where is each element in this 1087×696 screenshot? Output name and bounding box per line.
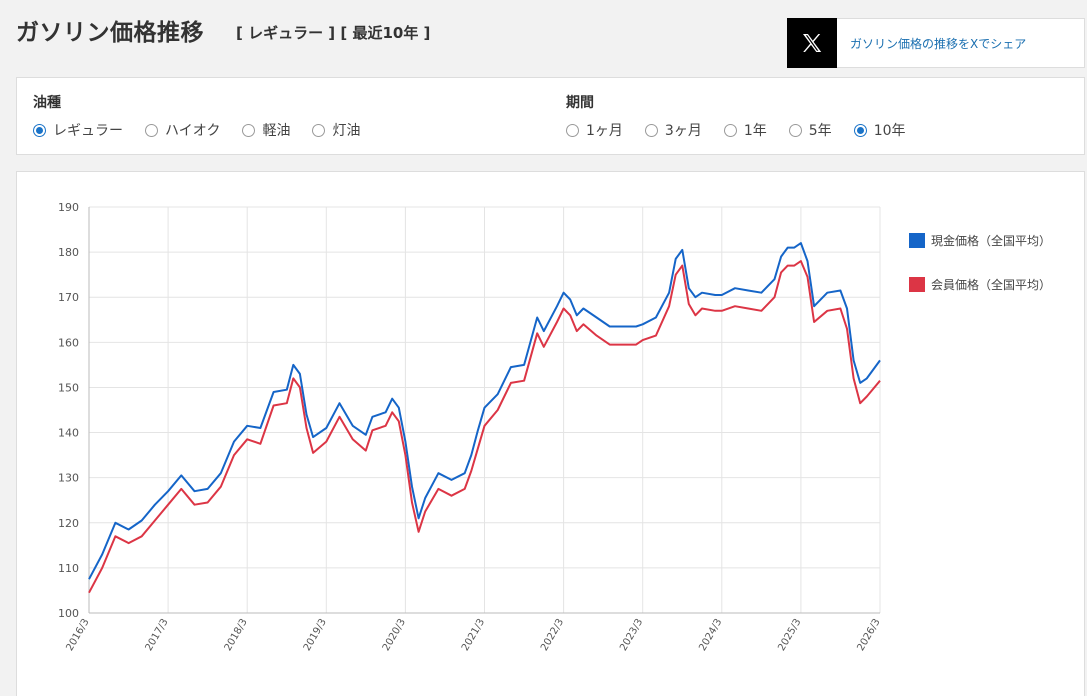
price-chart: 100 110 120 130 140 150 160 170 180 190 2016/3 2017… <box>58 201 883 653</box>
series-line-member <box>88 260 881 594</box>
y-tick-label: 150 <box>58 381 79 394</box>
fuel-type-option[interactable]: 軽油 <box>242 120 290 140</box>
page-title: ガソリン価格推移 <box>16 20 204 46</box>
legend-item[interactable]: 現金価格（全国平均） <box>909 232 1051 249</box>
fuel-type-option-label: レギュラー <box>53 123 123 139</box>
fuel-type-option[interactable]: 灯油 <box>312 120 360 140</box>
period-option-label: 5年 <box>808 123 832 139</box>
radio-button[interactable] <box>644 123 658 137</box>
x-tick-label: 2024/3 <box>697 617 724 653</box>
x-tick-label: 2025/3 <box>776 617 803 653</box>
filter-panel: 油種 レギュラー ハイオク 軽油 灯油 期間 1ヶ月 3ヶ月 1年 5年 10年 <box>16 77 1085 155</box>
x-tick-label: 2019/3 <box>302 617 329 653</box>
y-tick-label: 120 <box>58 517 79 530</box>
radio-button[interactable] <box>145 123 158 137</box>
y-tick-label: 190 <box>58 201 79 214</box>
fuel-type-heading: 油種 <box>33 95 61 111</box>
period-option-label: 1年 <box>743 123 767 139</box>
y-tick-label: 160 <box>58 336 79 349</box>
legend-label: 現金価格（全国平均） <box>931 234 1052 248</box>
radio-button[interactable] <box>853 123 867 137</box>
x-tick-label: 2016/3 <box>64 617 91 653</box>
period-group: 期間 1ヶ月 3ヶ月 1年 5年 10年 <box>566 92 928 140</box>
legend-swatch <box>909 277 925 292</box>
period-option[interactable]: 1ヶ月 <box>566 120 623 140</box>
fuel-type-option[interactable]: レギュラー <box>33 120 123 140</box>
y-tick-label: 110 <box>58 562 79 575</box>
page-subtitle: [ レギュラー ] [ 最近10年 ] <box>236 24 431 42</box>
x-tick-label: 2021/3 <box>460 617 487 653</box>
chart-legend: 現金価格（全国平均） 会員価格（全国平均） <box>909 232 1051 320</box>
y-tick-label: 100 <box>58 607 79 620</box>
period-option[interactable]: 10年 <box>853 120 906 140</box>
radio-button[interactable] <box>242 123 256 137</box>
fuel-type-group: 油種 レギュラー ハイオク 軽油 灯油 <box>33 92 382 140</box>
radio-button[interactable] <box>723 123 737 137</box>
fuel-type-option-label: 軽油 <box>262 123 291 139</box>
x-tick-label: 2023/3 <box>618 617 645 653</box>
fuel-type-option-label: ハイオク <box>165 123 221 139</box>
period-option[interactable]: 5年 <box>788 120 832 140</box>
period-heading: 期間 <box>566 95 594 111</box>
x-tick-label: 2017/3 <box>144 617 171 653</box>
y-tick-label: 170 <box>58 291 79 304</box>
x-tick-label: 2022/3 <box>539 617 566 653</box>
x-tick-label: 2020/3 <box>381 617 408 653</box>
legend-item[interactable]: 会員価格（全国平均） <box>909 276 1051 293</box>
radio-button[interactable] <box>33 123 46 137</box>
period-option[interactable]: 1年 <box>723 120 767 140</box>
chart-panel: 100 110 120 130 140 150 160 170 180 190 2016/3 2017… <box>16 171 1085 696</box>
x-tick-label: 2018/3 <box>223 617 250 653</box>
y-tick-label: 180 <box>58 246 79 259</box>
fuel-type-option-label: 灯油 <box>332 123 361 139</box>
fuel-type-options: レギュラー ハイオク 軽油 灯油 <box>33 120 382 140</box>
radio-button[interactable] <box>788 123 802 137</box>
y-tick-label: 130 <box>58 472 79 485</box>
share-label: ガソリン価格の推移をXでシェア <box>850 36 1027 51</box>
radio-button[interactable] <box>566 123 579 137</box>
share-on-x-button[interactable]: ガソリン価格の推移をXでシェア <box>787 17 1085 68</box>
legend-label: 会員価格（全国平均） <box>931 278 1052 292</box>
period-option[interactable]: 3ヶ月 <box>644 120 702 140</box>
x-logo-icon <box>787 17 837 68</box>
fuel-type-option[interactable]: ハイオク <box>145 120 220 140</box>
x-tick-label: 2026/3 <box>855 617 882 653</box>
series-line-cash <box>88 242 881 580</box>
radio-button[interactable] <box>312 123 326 137</box>
y-tick-label: 140 <box>58 427 79 440</box>
period-option-label: 3ヶ月 <box>664 123 702 139</box>
period-option-label: 1ヶ月 <box>586 123 623 139</box>
period-options: 1ヶ月 3ヶ月 1年 5年 10年 <box>566 120 928 140</box>
legend-swatch <box>909 233 925 248</box>
period-option-label: 10年 <box>873 123 906 139</box>
